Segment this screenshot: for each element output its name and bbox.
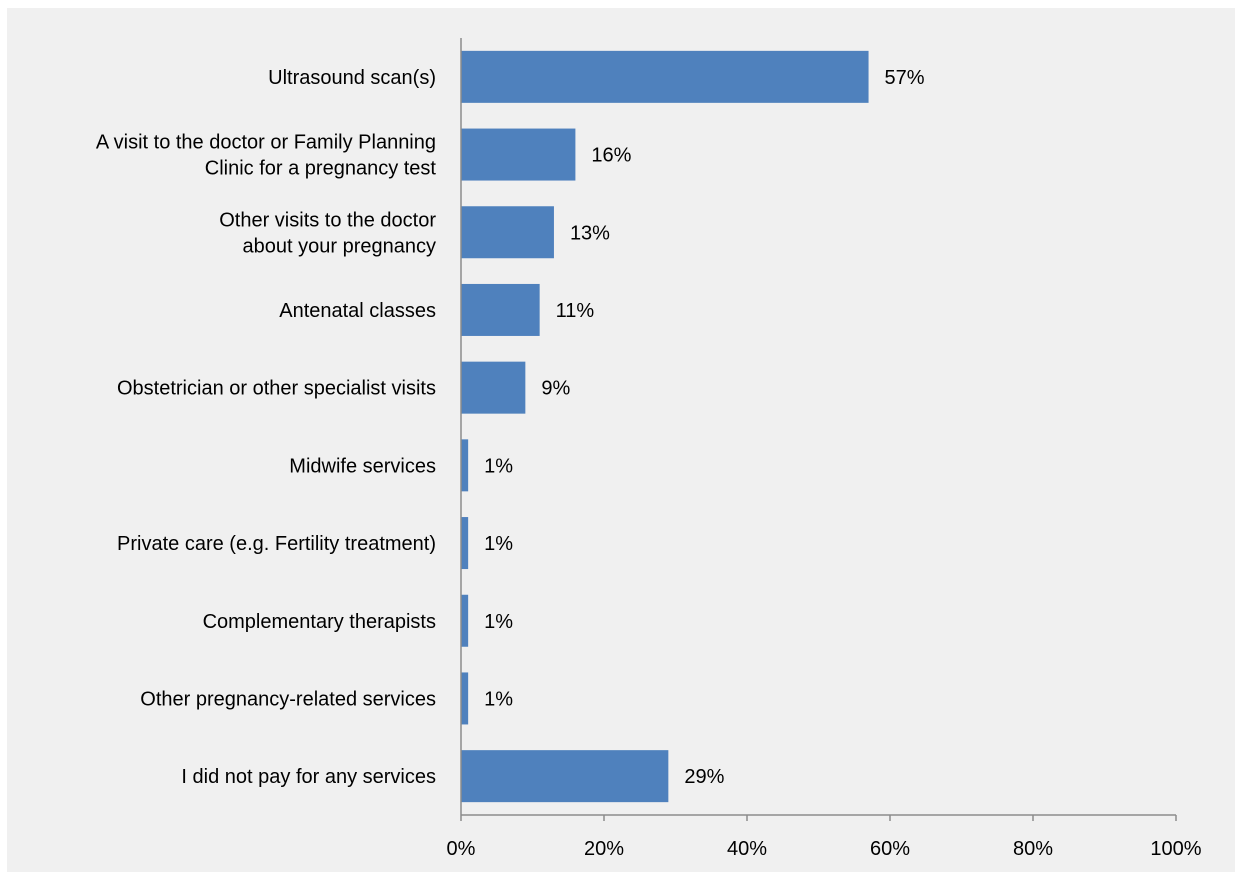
value-label-6: 1% (484, 455, 513, 477)
x-tick-label-5: 80% (1013, 838, 1053, 860)
bar-2 (461, 128, 576, 181)
category-label-5: Obstetrician or other specialist visits (117, 378, 436, 400)
category-label-9: Other pregnancy-related services (140, 688, 436, 710)
category-label-1: Ultrasound scan(s) (268, 67, 436, 89)
bar-7 (461, 517, 469, 570)
x-tick-label-2: 20% (584, 838, 624, 860)
category-label-2-line-1: A visit to the doctor or Family Planning (96, 132, 436, 154)
value-label-10: 29% (684, 766, 724, 788)
bar-5 (461, 361, 526, 414)
chart-panel (7, 8, 1235, 872)
bar-1 (461, 50, 869, 103)
category-label-2-line-2: Clinic for a pregnancy test (205, 158, 437, 180)
value-label-8: 1% (484, 611, 513, 633)
category-label-3-line-1: Other visits to the doctor (219, 209, 436, 231)
bar-10 (461, 750, 669, 803)
value-label-1: 57% (885, 67, 925, 89)
category-label-3-line-2: about your pregnancy (243, 235, 436, 257)
x-tick-label-1: 0% (447, 838, 476, 860)
category-label-7: Private care (e.g. Fertility treatment) (117, 533, 436, 555)
category-label-10: I did not pay for any services (181, 766, 436, 788)
value-label-4: 11% (556, 300, 595, 322)
x-tick-label-3: 40% (727, 838, 767, 860)
value-label-7: 1% (484, 533, 513, 555)
bar-9 (461, 672, 469, 725)
value-label-5: 9% (541, 378, 570, 400)
bar-3 (461, 206, 554, 259)
value-label-9: 1% (484, 688, 513, 710)
x-tick-label-4: 60% (870, 838, 910, 860)
category-label-6: Midwife services (289, 455, 436, 477)
category-label-8: Complementary therapists (203, 611, 436, 633)
value-label-2: 16% (591, 145, 631, 167)
x-tick-label-6: 100% (1150, 838, 1201, 860)
bar-6 (461, 439, 469, 492)
category-label-4: Antenatal classes (279, 300, 436, 322)
bar-4 (461, 283, 540, 336)
value-label-3: 13% (570, 222, 610, 244)
bar-8 (461, 594, 469, 647)
